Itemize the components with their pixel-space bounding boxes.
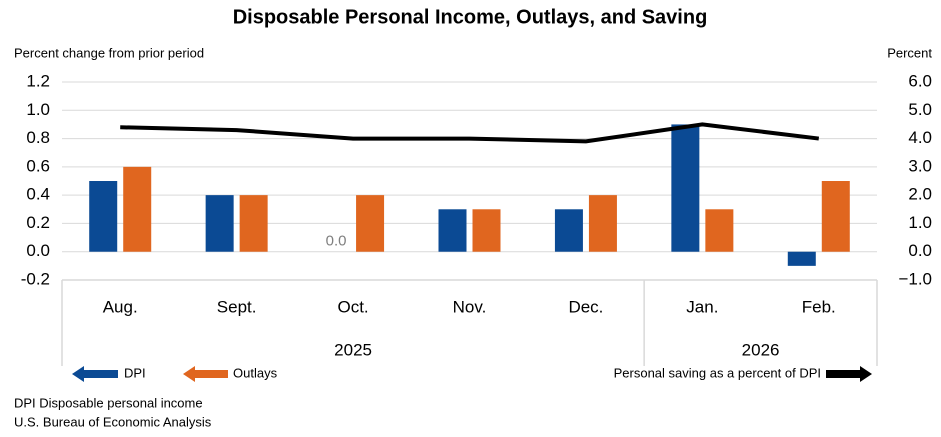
bar (588, 195, 617, 252)
y2-tick-label: 3.0 (908, 156, 932, 175)
y2-tick-label: 1.0 (908, 213, 932, 232)
x-tick-label: Feb. (802, 297, 836, 316)
y-tick-label: 0.8 (26, 128, 50, 147)
legend-label: DPI (124, 365, 146, 380)
y2-tick-label: 5.0 (908, 100, 932, 119)
chart-title: Disposable Personal Income, Outlays, and… (233, 6, 708, 28)
bar (123, 166, 152, 252)
x-tick-label: Nov. (453, 297, 487, 316)
bar (205, 195, 234, 252)
legend-icon (183, 366, 228, 382)
bar (821, 181, 850, 252)
y-tick-label: 0.2 (26, 213, 50, 232)
value-label: 0.0 (326, 233, 347, 250)
bar (472, 209, 501, 252)
y-tick-label: 0.6 (26, 156, 50, 175)
note: DPI Disposable personal income (14, 395, 203, 410)
legend-icon (72, 366, 118, 382)
y2-tick-label: −1.0 (898, 269, 932, 288)
x-tick-label: Jan. (686, 297, 718, 316)
y-tick-label: 0.4 (26, 185, 50, 204)
y-tick-label: 0.0 (26, 241, 50, 260)
legend-label: Outlays (233, 365, 278, 380)
bar (356, 195, 385, 252)
y-tick-label: -0.2 (21, 269, 50, 288)
y2-tick-label: 6.0 (908, 71, 932, 90)
y2-tick-label: 4.0 (908, 128, 932, 147)
bar (705, 209, 734, 252)
note: U.S. Bureau of Economic Analysis (14, 414, 212, 429)
x-tick-label: Sept. (217, 297, 257, 316)
bar (787, 251, 816, 266)
line (120, 122, 820, 144)
y-tick-label: 1.2 (26, 71, 50, 90)
legend-label: Personal saving as a percent of DPI (614, 365, 821, 380)
bar (239, 195, 268, 252)
bar (554, 209, 583, 252)
bar (438, 209, 467, 252)
group-label: 2025 (334, 340, 372, 359)
x-tick-label: Aug. (103, 297, 138, 316)
group-label: 2026 (742, 340, 780, 359)
bar (89, 181, 118, 252)
y2-tick-label: 0.0 (908, 241, 932, 260)
y2-tick-label: 2.0 (908, 185, 932, 204)
y-tick-label: 1.0 (26, 100, 50, 119)
y-axis-label: Percent change from prior period (14, 45, 204, 60)
bar (671, 124, 700, 252)
x-tick-label: Dec. (568, 297, 603, 316)
x-tick-label: Oct. (337, 297, 368, 316)
legend-icon (826, 366, 872, 382)
y2-axis-label: Percent (887, 45, 932, 60)
